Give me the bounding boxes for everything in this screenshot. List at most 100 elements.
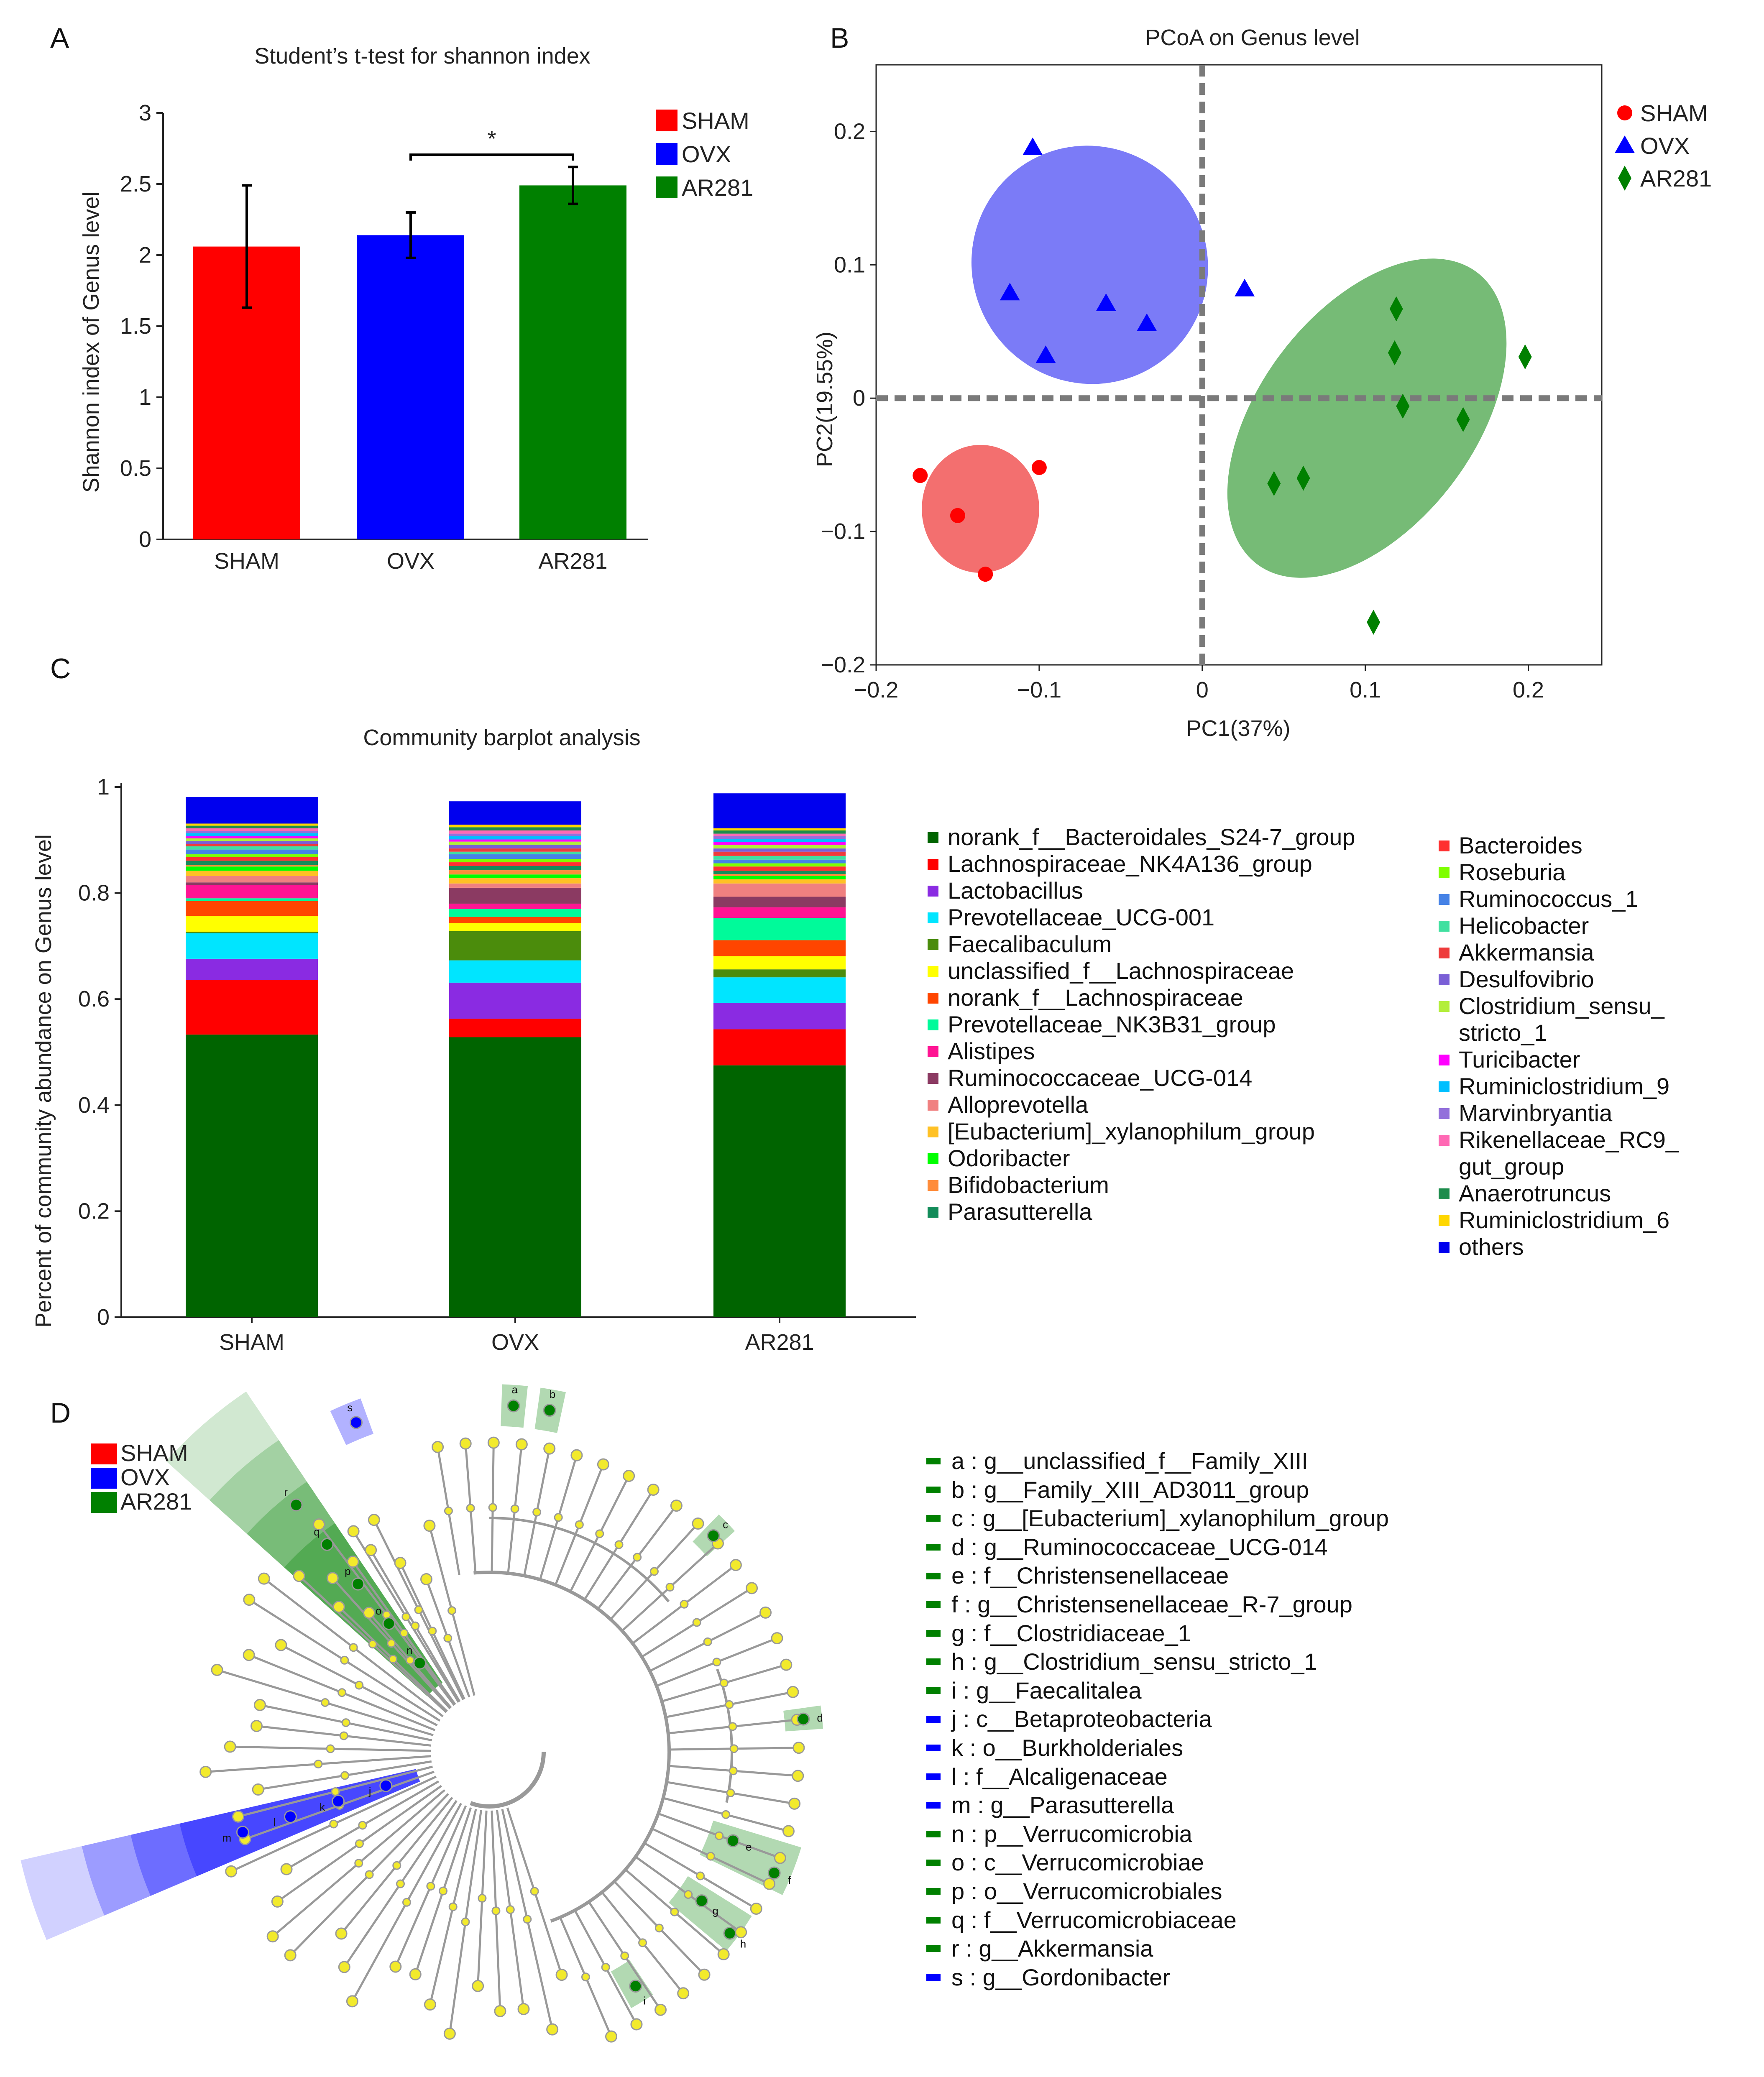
lefse-label-text: n : p__Verrucomicrobia (951, 1820, 1192, 1847)
cladogram-node (728, 1722, 737, 1731)
chart-c-legend-label: Roseburia (1459, 859, 1566, 885)
legend-swatch (928, 886, 938, 897)
legend-swatch (1439, 894, 1450, 905)
chart-b-point-ar281 (1456, 407, 1470, 432)
cladogram-node (595, 1529, 604, 1538)
legend-swatch (1439, 1081, 1450, 1092)
cladogram-node (444, 1506, 453, 1515)
chart-c-title: Community barplot analysis (363, 725, 640, 750)
cladogram-legend-ovx: OVX (120, 1464, 170, 1490)
chart-c-legend-item: Helicobacter (1439, 912, 1679, 939)
cladogram-biomarker-label: j (368, 1785, 371, 1798)
legend-swatch (1439, 841, 1450, 851)
cladogram-node (332, 1601, 345, 1613)
chart-b-legend-ovx: OVX (1640, 133, 1690, 159)
shannon-bar-chart: Student’s t-test for shannon index Shann… (79, 43, 753, 574)
chart-c-segment-alloprevotella (449, 883, 581, 888)
chart-c-segment-roseburia (186, 854, 318, 857)
lefse-label-text: j : c__Betaproteobacteria (951, 1706, 1212, 1732)
cladogram-node (623, 1469, 635, 1482)
chart-c-legend-item: unclassified_f__Lachnospiraceae (928, 958, 1355, 984)
cladogram-node (494, 2005, 506, 2017)
chart-c-segment-odoribacter (713, 876, 846, 879)
cladogram-node (684, 1890, 693, 1899)
chart-b-ellipse-sham (922, 445, 1039, 573)
lefse-label-dash (926, 1916, 941, 1924)
cladogram-node (368, 1514, 380, 1526)
pcoa-scatter-chart: PCoA on Genus level PC1(37%) PC2(19.55%)… (812, 25, 1712, 741)
cladogram-node (793, 1742, 805, 1754)
cladogram-node (721, 1810, 731, 1819)
chart-c-segment-odoribacter (449, 874, 581, 879)
cladogram-node (329, 1819, 338, 1829)
lefse-label-dash (926, 1458, 941, 1465)
chart-c-segment-clostridium-sensu-stricto-1 (713, 845, 846, 849)
chart-a-ytick-label: 1 (139, 385, 151, 410)
cladogram-node (271, 1895, 284, 1908)
panel-c-letter: C (50, 653, 71, 685)
chart-c-segment-roseburia (449, 859, 581, 863)
chart-c-segment-rikenellaceae-rc9-gut-group (713, 833, 846, 836)
chart-c-segment-norank-f-bacteroidales-s24-7-group (713, 1065, 846, 1317)
cladogram-node (409, 1968, 422, 1980)
cladogram-node (392, 1861, 401, 1870)
chart-c-segment-others (713, 793, 846, 828)
lefse-label-item: p : o__Verrucomicrobiales (926, 1877, 1389, 1906)
cladogram-node (771, 1632, 783, 1645)
lefse-label-dash (926, 1859, 941, 1866)
chart-c-legend-item: others (1439, 1234, 1679, 1260)
legend-swatch (1439, 1135, 1450, 1146)
chart-c-legend-label: Alloprevotella (948, 1091, 1089, 1118)
cladogram-biomarker-r (289, 1498, 303, 1512)
legend-swatch (928, 1100, 938, 1111)
chart-c-legend-label: Odoribacter (948, 1145, 1070, 1171)
chart-c-legend-item: Odoribacter (928, 1145, 1355, 1172)
chart-c-segment-norank-f-lachnospiraceae (713, 940, 846, 956)
cladogram-biomarker-k (332, 1794, 345, 1808)
cladogram-node (293, 1570, 305, 1582)
cladogram-node (428, 1626, 437, 1635)
chart-c-segment-prevotellaceae-nk3b31-group (186, 898, 318, 901)
chart-b-point-ar281 (1396, 393, 1410, 419)
chart-c-legend-label: norank_f__Bacteroidales_S24-7_group (948, 824, 1355, 850)
cladogram-node (546, 2023, 559, 2036)
legend-swatch (1439, 921, 1450, 932)
cladogram-node (355, 1681, 364, 1690)
cladogram-biomarker-f (767, 1866, 781, 1880)
cladogram-biomarker-label: g (712, 1905, 718, 1917)
cladogram-node (341, 1718, 350, 1727)
lefse-label-text: l : f__Alcaligenaceae (951, 1763, 1168, 1790)
cladogram-node (774, 1852, 786, 1864)
lefse-label-dash (926, 1630, 941, 1637)
chart-b-plot-frame (875, 64, 1603, 666)
chart-c-segment-helicobacter (713, 856, 846, 860)
chart-b-point-ovx (1023, 137, 1043, 155)
chart-c-segment-ruminiclostridium-9 (186, 833, 318, 836)
chart-c-legend-label: Lachnospiraceae_NK4A136_group (948, 851, 1312, 877)
cladogram-node (199, 1765, 212, 1778)
chart-a-ytick-label: 0.5 (120, 456, 151, 481)
chart-c-segment-bacteroides (713, 866, 846, 871)
cladogram-biomarker-l (284, 1810, 297, 1824)
cladogram-node (670, 1907, 679, 1916)
cladogram-node (680, 1599, 689, 1609)
chart-c-xtick-label: AR281 (745, 1330, 814, 1355)
cladogram-biomarker-label: k (320, 1801, 325, 1813)
cladogram-arc-upper (489, 1517, 670, 1602)
cladogram-node (719, 1678, 729, 1688)
chart-c-segment-prevotellaceae-ucg-001 (186, 933, 318, 959)
cladogram-node (698, 1968, 711, 1981)
cladogram-node (406, 1655, 415, 1665)
chart-c-segment-lachnospiraceae-nk4a136-group (713, 1029, 846, 1065)
lefse-label-item: g : f__Clostridiaceae_1 (926, 1619, 1389, 1648)
chart-c-legend-item: Lachnospiraceae_NK4A136_group (928, 851, 1355, 877)
cladogram-node (399, 1628, 409, 1638)
chart-c-legend-label: Lactobacillus (948, 877, 1083, 904)
cladogram-legend-sham: SHAM (120, 1440, 188, 1466)
cladogram-node (340, 1655, 349, 1665)
cladogram-node (224, 1740, 236, 1753)
chart-c-segment-faecalibaculum (713, 969, 846, 978)
lefse-label-text: r : g__Akkermansia (951, 1935, 1153, 1962)
cladogram-node (461, 1917, 470, 1926)
chart-a-bar-ar281 (519, 185, 626, 539)
